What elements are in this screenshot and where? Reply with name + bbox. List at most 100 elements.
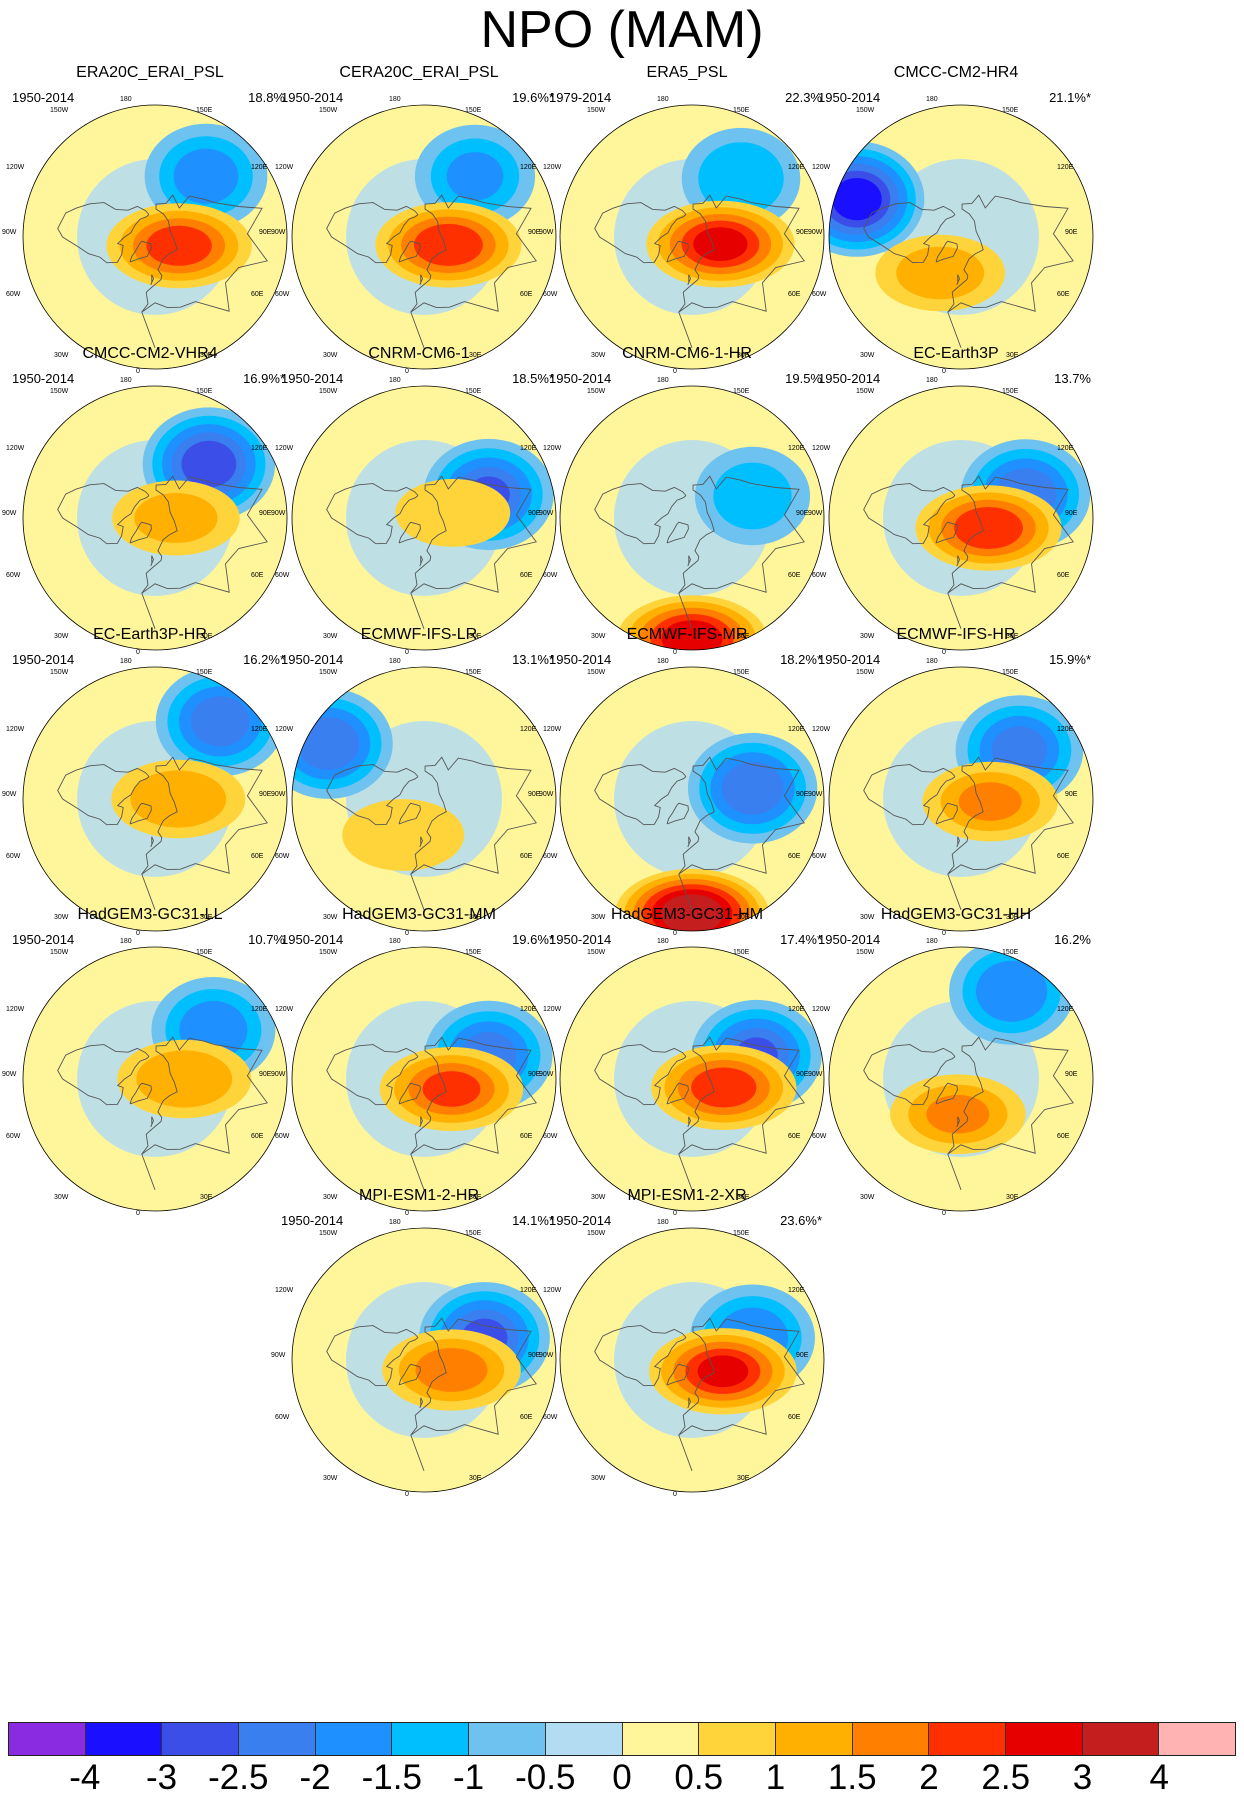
panel-period: 1979-2014: [549, 90, 612, 105]
map-boundary: [559, 1227, 825, 1493]
longitude-label: 180: [120, 377, 132, 384]
longitude-label: 30E: [469, 1194, 482, 1201]
map-panel: CNRM-CM6-1-HR 1950-2014 19.5% 180 150W 150E 12…: [537, 344, 837, 656]
colorbar-swatch: [775, 1723, 853, 1755]
polar-map: [291, 385, 557, 651]
panel-period: 1950-2014: [12, 932, 75, 947]
longitude-label: 120W: [812, 726, 831, 733]
panel-period: 1950-2014: [549, 371, 612, 386]
coastline: [150, 555, 154, 567]
longitude-label: 30W: [323, 352, 338, 359]
coastline: [398, 1363, 421, 1386]
map-panel: CMCC-CM2-HR4 1950-2014 21.1%* 180 150W 150E 12…: [806, 63, 1106, 375]
colorbar-swatch: [392, 1723, 470, 1755]
panel-title: CMCC-CM2-VHR4: [82, 345, 218, 362]
coastline: [410, 1036, 537, 1190]
polar-map: [828, 946, 1094, 1212]
panel-period: 1950-2014: [818, 652, 881, 667]
coastline: [141, 475, 268, 629]
colorbar-swatch: [1082, 1723, 1160, 1755]
longitude-label: 150W: [50, 949, 69, 956]
panel-title: ECMWF-IFS-MR: [626, 626, 748, 643]
longitude-label: 120E: [788, 1287, 805, 1294]
polar-map: [559, 666, 825, 932]
panel-period: 1950-2014: [281, 932, 344, 947]
map-panel: HadGEM3-GC31-LL 1950-2014 10.7% 180 150W 150E…: [0, 905, 300, 1217]
panel-variance: 16.2%*: [243, 652, 285, 667]
coastline: [141, 194, 268, 348]
longitude-label: 180: [389, 938, 401, 945]
colorbar-tick-label: 4: [1149, 1758, 1169, 1797]
panel-title: HadGEM3-GC31-MM: [342, 906, 496, 923]
coastline: [935, 1082, 958, 1105]
negative-centre-contour: [698, 142, 784, 215]
longitude-label: 150W: [587, 669, 606, 676]
longitude-label: 180: [657, 377, 669, 384]
map-boundary: [22, 946, 288, 1212]
panel-variance: 19.6%*: [512, 90, 554, 105]
polar-map: [828, 666, 1094, 932]
positive-centre-contour: [422, 1071, 481, 1107]
positive-centre-contour: [134, 493, 218, 543]
colorbar-tick-label: 0.5: [674, 1758, 724, 1797]
longitude-label: 60W: [543, 1133, 558, 1140]
map-panel: HadGEM3-GC31-MM 1950-2014 19.6%* 180 150W 150…: [269, 905, 569, 1217]
coastline: [326, 764, 419, 826]
longitude-label: 150W: [587, 107, 606, 114]
longitude-label: 120E: [520, 445, 537, 452]
panel-period: 1950-2014: [549, 1213, 612, 1228]
longitude-label: 90E: [528, 791, 541, 798]
panel-period: 1950-2014: [12, 371, 75, 386]
colorbar-swatch: [85, 1723, 163, 1755]
longitude-label: 90E: [528, 1071, 541, 1078]
longitude-label: 180: [120, 658, 132, 665]
longitude-label: 30W: [591, 1194, 606, 1201]
coastline: [57, 202, 150, 264]
longitude-label: 30W: [860, 1194, 875, 1201]
coastline: [687, 274, 691, 286]
colorbar-labels: -4 -3 -2.5 -2 -1.5 -1 -0.5 0 0.5 1 1.5 2 2.5 3 4: [0, 1758, 1244, 1800]
panel-title: MPI-ESM1-2-HR: [358, 1187, 479, 1204]
polar-map: [22, 104, 288, 370]
longitude-label: 120W: [6, 164, 25, 171]
longitude-label: 30E: [1006, 352, 1019, 359]
longitude-label: 180: [657, 1219, 669, 1226]
map-panel: ECMWF-IFS-MR 1950-2014 18.2%* 180 150W 150E 12…: [537, 625, 837, 937]
longitude-label: 90W: [271, 229, 286, 236]
coastline: [410, 194, 537, 348]
longitude-label: 120W: [543, 445, 562, 452]
longitude-label: 90E: [259, 229, 272, 236]
map-panel: MPI-ESM1-2-HR 1950-2014 14.1%* 180 150W 150E 1…: [269, 1186, 569, 1498]
map-boundary: [828, 666, 1094, 932]
longitude-label: 60W: [275, 1414, 290, 1421]
positive-centre-contour: [130, 770, 227, 828]
longitude-label: 0: [136, 368, 140, 375]
longitude-label: 60W: [275, 291, 290, 298]
colorbar-tick-label: 1: [765, 1758, 786, 1797]
panel-variance: 15.9%*: [1049, 652, 1091, 667]
map-panel: ECMWF-IFS-HR 1950-2014 15.9%* 180 150W 150E 12…: [806, 625, 1106, 937]
longitude-label: 60W: [6, 853, 21, 860]
longitude-label: 180: [657, 96, 669, 103]
panel-variance: 10.7%: [248, 932, 285, 947]
polar-map: [291, 104, 557, 370]
longitude-label: 30W: [54, 1194, 69, 1201]
colorbar-tick-label: -1.5: [361, 1758, 422, 1797]
coastline: [594, 1044, 687, 1106]
longitude-label: 30E: [737, 1475, 750, 1482]
coastline: [956, 274, 960, 286]
map-boundary: [559, 385, 825, 651]
panel-title: EC-Earth3P-HR: [93, 626, 207, 643]
longitude-label: 120E: [520, 1287, 537, 1294]
longitude-label: 0: [942, 649, 946, 656]
longitude-label: 90W: [808, 510, 823, 517]
coastline: [150, 274, 154, 286]
map-panel: HadGEM3-GC31-HH 1950-2014 16.2% 180 150W 150E…: [806, 905, 1106, 1217]
longitude-label: 60E: [251, 1133, 264, 1140]
longitude-label: 90W: [271, 1352, 286, 1359]
longitude-label: 120W: [543, 1287, 562, 1294]
longitude-label: 60E: [520, 572, 533, 579]
longitude-label: 60W: [275, 1133, 290, 1140]
colorbar-tick-label: -0.5: [515, 1758, 576, 1797]
positive-centre-contour: [661, 620, 723, 650]
